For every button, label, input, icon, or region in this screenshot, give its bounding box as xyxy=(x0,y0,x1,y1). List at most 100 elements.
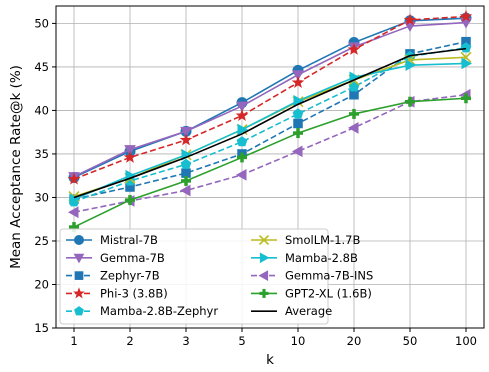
x-tick-label: 20 xyxy=(347,334,362,348)
series-layer xyxy=(67,9,473,233)
legend: Mistral-7B Gemma-7B Zephyr-7B Phi-3 (3.8B) M… xyxy=(59,228,373,325)
data-point-gemma-7b-ins xyxy=(179,184,191,197)
legend-swatch-marker xyxy=(258,234,270,246)
data-point-zephyr-7b xyxy=(349,90,359,100)
data-point-phi-3-3-8b xyxy=(459,9,473,22)
legend-swatch-marker xyxy=(259,252,270,264)
y-tick-label: 15 xyxy=(34,321,49,335)
marker-stroke xyxy=(464,93,468,104)
legend-item-mistral-7b: Mistral-7B xyxy=(66,233,158,247)
series-line-zephyr-7b xyxy=(73,40,467,200)
data-point-gemma-7b xyxy=(292,70,304,81)
data-point-phi-3-3-8b xyxy=(235,108,249,122)
data-point-zephyr-7b xyxy=(293,118,303,129)
marker-stroke xyxy=(258,234,270,246)
legend-label: SmolLM-1.7B xyxy=(285,233,361,247)
marker-stroke xyxy=(128,195,132,206)
y-tick-label: 50 xyxy=(34,16,49,30)
y-axis-title: Mean Acceptance Rate@k (%) xyxy=(8,65,24,269)
legend-label: Gemma-7B-INS xyxy=(285,269,373,283)
marker-stroke xyxy=(352,108,356,119)
legend-item-gemma-7b: Gemma-7B xyxy=(66,251,165,265)
data-point-gemma-7b-ins xyxy=(67,206,79,219)
data-point-gemma-7b-ins xyxy=(235,168,247,181)
legend-swatch-marker xyxy=(74,235,84,245)
data-point-mamba-2-8b xyxy=(405,59,417,72)
data-point-gpt2-xl-1-6b xyxy=(125,195,135,206)
y-tick-label: 25 xyxy=(34,234,49,248)
data-point-phi-3-3-8b xyxy=(67,172,81,185)
data-point-gemma-7b-ins xyxy=(291,145,303,158)
data-point-gemma-7b xyxy=(236,101,248,113)
x-tick-label: 2 xyxy=(126,334,133,348)
x-tick-label: 5 xyxy=(238,334,245,348)
legend-item-mamba-2-8b-zephyr: Mamba-2.8B-Zephyr xyxy=(66,304,218,318)
legend-label: GPT2-XL (1.6B) xyxy=(285,286,372,300)
legend-label: Phi-3 (3.8B) xyxy=(100,286,168,300)
legend-item-average: Average xyxy=(251,304,332,318)
y-tick-label: 40 xyxy=(34,103,49,117)
data-point-gpt2-xl-1-6b xyxy=(181,175,191,186)
legend-swatch-marker xyxy=(74,271,84,280)
series-line-gpt2-xl-1-6b xyxy=(73,97,467,228)
data-point-mamba-2-8b-zephyr xyxy=(292,108,304,119)
marker-stroke xyxy=(296,128,300,139)
marker-stroke xyxy=(240,152,244,163)
legend-label: Gemma-7B xyxy=(100,251,165,265)
y-tick-label: 35 xyxy=(34,147,49,161)
data-point-gemma-7b-ins xyxy=(347,121,359,134)
data-point-phi-3-3-8b xyxy=(123,150,137,163)
legend-swatch-marker xyxy=(73,287,85,299)
marker-stroke xyxy=(262,288,266,298)
data-point-phi-3-3-8b xyxy=(179,133,193,146)
legend-item-phi-3-3-8b: Phi-3 (3.8B) xyxy=(66,286,168,300)
marker-stroke xyxy=(72,222,76,233)
legend-label: Mamba-2.8B-Zephyr xyxy=(100,304,218,318)
data-point-gpt2-xl-1-6b xyxy=(349,108,359,119)
legend-label: Average xyxy=(285,304,332,318)
data-point-gemma-7b xyxy=(124,145,136,156)
y-tick-label: 30 xyxy=(34,190,49,204)
data-point-mamba-2-8b xyxy=(461,57,473,70)
data-point-gemma-7b xyxy=(180,126,192,138)
legend-box xyxy=(59,228,329,325)
data-point-gpt2-xl-1-6b xyxy=(461,93,471,104)
series-line-mamba-2-8b xyxy=(73,62,467,200)
legend-item-gemma-7b-ins: Gemma-7B-INS xyxy=(251,269,373,283)
data-point-phi-3-3-8b xyxy=(403,13,417,26)
x-tick-label: 1 xyxy=(70,334,77,348)
series-line-mamba-2-8b-zephyr xyxy=(73,46,467,203)
series-line-gemma-7b xyxy=(73,21,467,178)
x-tick-label: 50 xyxy=(403,334,418,348)
y-tick-label: 20 xyxy=(34,277,49,291)
series-average xyxy=(73,47,467,199)
series-line-gemma-7b-ins xyxy=(73,93,467,214)
legend-label: Mistral-7B xyxy=(100,233,158,247)
y-tick-label: 45 xyxy=(34,60,49,74)
legend-label: Mamba-2.8B xyxy=(285,251,358,265)
marker-stroke xyxy=(408,96,412,107)
legend-label: Zephyr-7B xyxy=(100,269,160,283)
legend-swatch-marker xyxy=(74,306,84,316)
marker-stroke xyxy=(184,175,188,186)
legend-swatch-marker xyxy=(258,270,269,281)
data-point-mamba-2-8b-zephyr xyxy=(236,136,248,147)
x-tick-label: 10 xyxy=(291,334,306,348)
data-point-phi-3-3-8b xyxy=(291,75,305,88)
data-point-mamba-2-8b xyxy=(237,123,249,136)
legend-swatch-marker xyxy=(73,253,85,264)
data-point-gpt2-xl-1-6b xyxy=(293,128,303,139)
legend-item-smollm-1-7b: SmolLM-1.7B xyxy=(251,233,361,247)
legend-item-mamba-2-8b: Mamba-2.8B xyxy=(251,251,358,265)
x-tick-label: 100 xyxy=(455,334,477,348)
series-line-phi-3-3-8b xyxy=(73,15,467,180)
data-point-gpt2-xl-1-6b xyxy=(69,222,79,233)
legend-swatch-marker xyxy=(259,288,269,298)
series-gpt2-xl-1-6b xyxy=(69,93,471,233)
x-tick-label: 3 xyxy=(182,334,189,348)
legend-item-gpt2-xl-1-6b: GPT2-XL (1.6B) xyxy=(251,286,372,300)
data-point-gpt2-xl-1-6b xyxy=(237,152,247,163)
